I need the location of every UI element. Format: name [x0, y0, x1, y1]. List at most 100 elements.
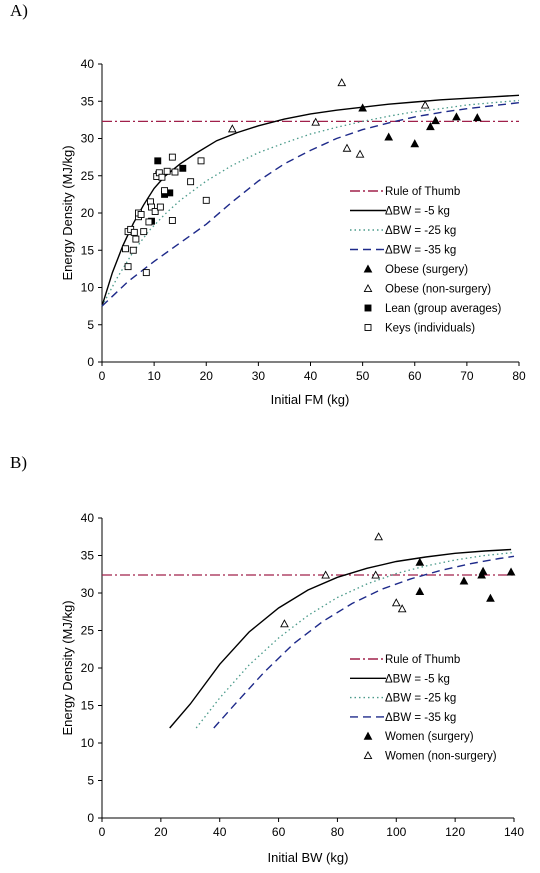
y-tick-label: 15 [81, 699, 95, 713]
data-point [154, 157, 162, 165]
y-tick-label: 15 [81, 243, 95, 257]
data-point [391, 598, 401, 607]
y-tick-label: 20 [81, 206, 95, 220]
data-point [342, 143, 352, 152]
x-tick-label: 80 [331, 825, 345, 839]
data-point [156, 203, 164, 211]
legend-label: ΔBW = -5 kg [385, 673, 450, 685]
data-point [168, 216, 176, 224]
data-point [426, 122, 435, 131]
data-point [420, 100, 430, 109]
data-point [227, 124, 237, 133]
legend-marker-sample [363, 264, 373, 273]
legend-label: Obese (non-surgery) [385, 284, 491, 296]
y-tick-label: 25 [81, 169, 95, 183]
data-point [124, 263, 132, 271]
data-point [311, 117, 321, 126]
data-point [132, 235, 140, 243]
legend-entry: ΔBW = -25 kg [350, 693, 456, 705]
data-point [321, 570, 331, 579]
legend-label: Women (non-surgery) [385, 751, 497, 763]
legend-entry: ΔBW = -5 kg [350, 206, 450, 218]
legend-entry: Rule of Thumb [350, 654, 460, 666]
legend-entry: ΔBW = -35 kg [350, 245, 456, 257]
data-point [148, 203, 155, 211]
legend-marker-sample [363, 750, 373, 760]
legend-entry: ΔBW = -35 kg [350, 712, 456, 724]
y-tick-label: 30 [81, 586, 95, 600]
x-tick-label: 20 [154, 825, 168, 839]
x-tick-label: 80 [512, 369, 526, 383]
data-point [187, 178, 195, 186]
x-tick-label: 60 [272, 825, 286, 839]
y-tick-label: 40 [81, 57, 95, 71]
legend-label: Rule of Thumb [385, 654, 460, 666]
legend-entry: Obese (non-surgery) [363, 284, 491, 296]
legend-entry: Keys (individuals) [364, 323, 475, 335]
panel-a-x-axis-title: Initial FM (kg) [271, 392, 350, 407]
data-point [151, 208, 159, 215]
data-point [452, 112, 461, 121]
series-line-3 [101, 102, 520, 307]
x-tick-label: 20 [200, 369, 214, 383]
data-point [145, 218, 153, 226]
x-tick-label: 50 [356, 369, 370, 383]
data-point [171, 168, 179, 176]
x-tick-label: 140 [504, 825, 524, 839]
legend-label: ΔBW = -25 kg [385, 693, 456, 705]
legend-entry: Lean (group averages) [364, 303, 502, 315]
data-point [168, 153, 176, 161]
y-tick-label: 35 [81, 549, 95, 563]
panel-b-x-axis-title: Initial BW (kg) [268, 850, 349, 865]
series-line-3 [213, 555, 515, 729]
panel-a: A) 0 10 20 30 40 50 60 70 80 0 5 10 15 20 25 30 35 40 Ini… [10, 1, 526, 407]
panel-a-plot-area [101, 78, 520, 307]
legend-label: ΔBW = -25 kg [385, 225, 456, 237]
data-point [140, 228, 148, 236]
legend-label: Keys (individuals) [385, 323, 475, 335]
data-point [486, 593, 495, 602]
panel-b-plot-area [102, 532, 516, 729]
panel-b-label: B) [10, 453, 27, 472]
x-tick-label: 120 [445, 825, 465, 839]
panel-b-legend: Rule of Thumb ΔBW = -5 kg ΔBW = -25 kg ΔBW … [350, 654, 497, 763]
data-point [472, 113, 482, 122]
y-tick-label: 35 [81, 94, 95, 108]
legend-label: Obese (surgery) [385, 264, 468, 276]
data-point [415, 557, 425, 566]
y-tick-label: 10 [81, 281, 95, 295]
data-point [137, 211, 145, 218]
data-point [506, 567, 516, 576]
data-point [415, 586, 425, 596]
x-tick-label: 0 [99, 369, 106, 383]
panel-b-y-axis-title: Energy Density (MJ/kg) [60, 600, 75, 735]
data-point [371, 570, 381, 579]
y-tick-label: 0 [87, 811, 94, 825]
legend-entry: Women (non-surgery) [363, 750, 497, 763]
panel-a-y-axis-title: Energy Density (MJ/kg) [60, 145, 75, 280]
data-point [384, 132, 394, 141]
x-tick-label: 30 [252, 369, 266, 383]
x-tick-label: 60 [408, 369, 422, 383]
data-point [431, 116, 440, 125]
legend-label: Women (surgery) [385, 731, 474, 743]
data-point [459, 576, 469, 585]
legend-entry: ΔBW = -5 kg [350, 673, 450, 685]
panel-b: B) 0 20 40 60 80 100 120 140 0 5 10 15 20 25 30 35 40 In… [10, 453, 524, 865]
legend-marker-sample [364, 324, 372, 331]
legend-entry: Women (surgery) [363, 731, 474, 743]
x-tick-label: 10 [147, 369, 161, 383]
data-point [397, 604, 407, 613]
data-point [410, 139, 420, 148]
legend-label: Lean (group averages) [385, 303, 502, 315]
legend-label: Rule of Thumb [385, 186, 460, 198]
data-point [122, 245, 129, 253]
data-point [202, 196, 210, 204]
y-tick-label: 20 [81, 661, 95, 675]
panel-a-label: A) [10, 1, 28, 20]
data-point [337, 78, 347, 87]
legend-entry: ΔBW = -25 kg [350, 225, 456, 237]
y-tick-label: 5 [87, 318, 94, 332]
legend-label: ΔBW = -35 kg [385, 712, 456, 724]
